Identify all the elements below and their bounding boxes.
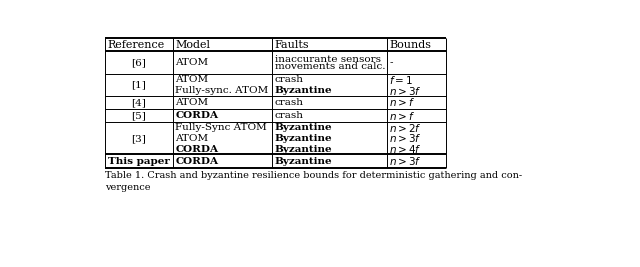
Text: Bounds: Bounds	[389, 40, 431, 50]
Text: Byzantine: Byzantine	[275, 134, 332, 143]
Text: -: -	[389, 58, 393, 67]
Text: ATOM: ATOM	[175, 58, 209, 67]
Text: CORDA: CORDA	[175, 144, 218, 154]
Text: Fully-sync. ATOM: Fully-sync. ATOM	[175, 86, 269, 95]
Text: Fully-Sync ATOM: Fully-Sync ATOM	[175, 123, 267, 132]
Text: Byzantine: Byzantine	[275, 156, 332, 166]
Text: $n > f$: $n > f$	[389, 96, 415, 108]
Text: Model: Model	[175, 40, 211, 50]
Text: ATOM: ATOM	[175, 75, 209, 84]
Text: ATOM: ATOM	[175, 134, 209, 143]
Text: [4]: [4]	[131, 98, 147, 107]
Text: $n > 4f$: $n > 4f$	[389, 143, 422, 155]
Text: This paper: This paper	[108, 156, 170, 166]
Text: CORDA: CORDA	[175, 111, 218, 120]
Text: [3]: [3]	[131, 134, 147, 143]
Text: [1]: [1]	[131, 81, 147, 90]
Text: $f = 1$: $f = 1$	[389, 74, 413, 86]
Text: Table 1. Crash and byzantine resilience bounds for deterministic gathering and c: Table 1. Crash and byzantine resilience …	[105, 171, 522, 192]
Text: Faults: Faults	[275, 40, 309, 50]
Text: Byzantine: Byzantine	[275, 123, 332, 132]
Text: inaccurante sensors: inaccurante sensors	[275, 55, 381, 64]
Text: $n > f$: $n > f$	[389, 109, 415, 121]
Text: [6]: [6]	[131, 58, 147, 67]
Text: crash: crash	[275, 111, 303, 120]
Text: ATOM: ATOM	[175, 98, 209, 107]
Text: CORDA: CORDA	[175, 156, 218, 166]
Text: [5]: [5]	[131, 111, 147, 120]
Text: Reference: Reference	[107, 40, 164, 50]
Text: Byzantine: Byzantine	[275, 144, 332, 154]
Text: movements and calc.: movements and calc.	[275, 62, 385, 71]
Text: $n > 3f$: $n > 3f$	[389, 85, 422, 97]
Text: $n > 3f$: $n > 3f$	[389, 132, 422, 144]
Text: crash: crash	[275, 75, 303, 84]
Text: $n > 3f$: $n > 3f$	[389, 155, 422, 167]
Text: crash: crash	[275, 98, 303, 107]
Text: $n > 2f$: $n > 2f$	[389, 121, 422, 134]
Text: Byzantine: Byzantine	[275, 86, 332, 95]
